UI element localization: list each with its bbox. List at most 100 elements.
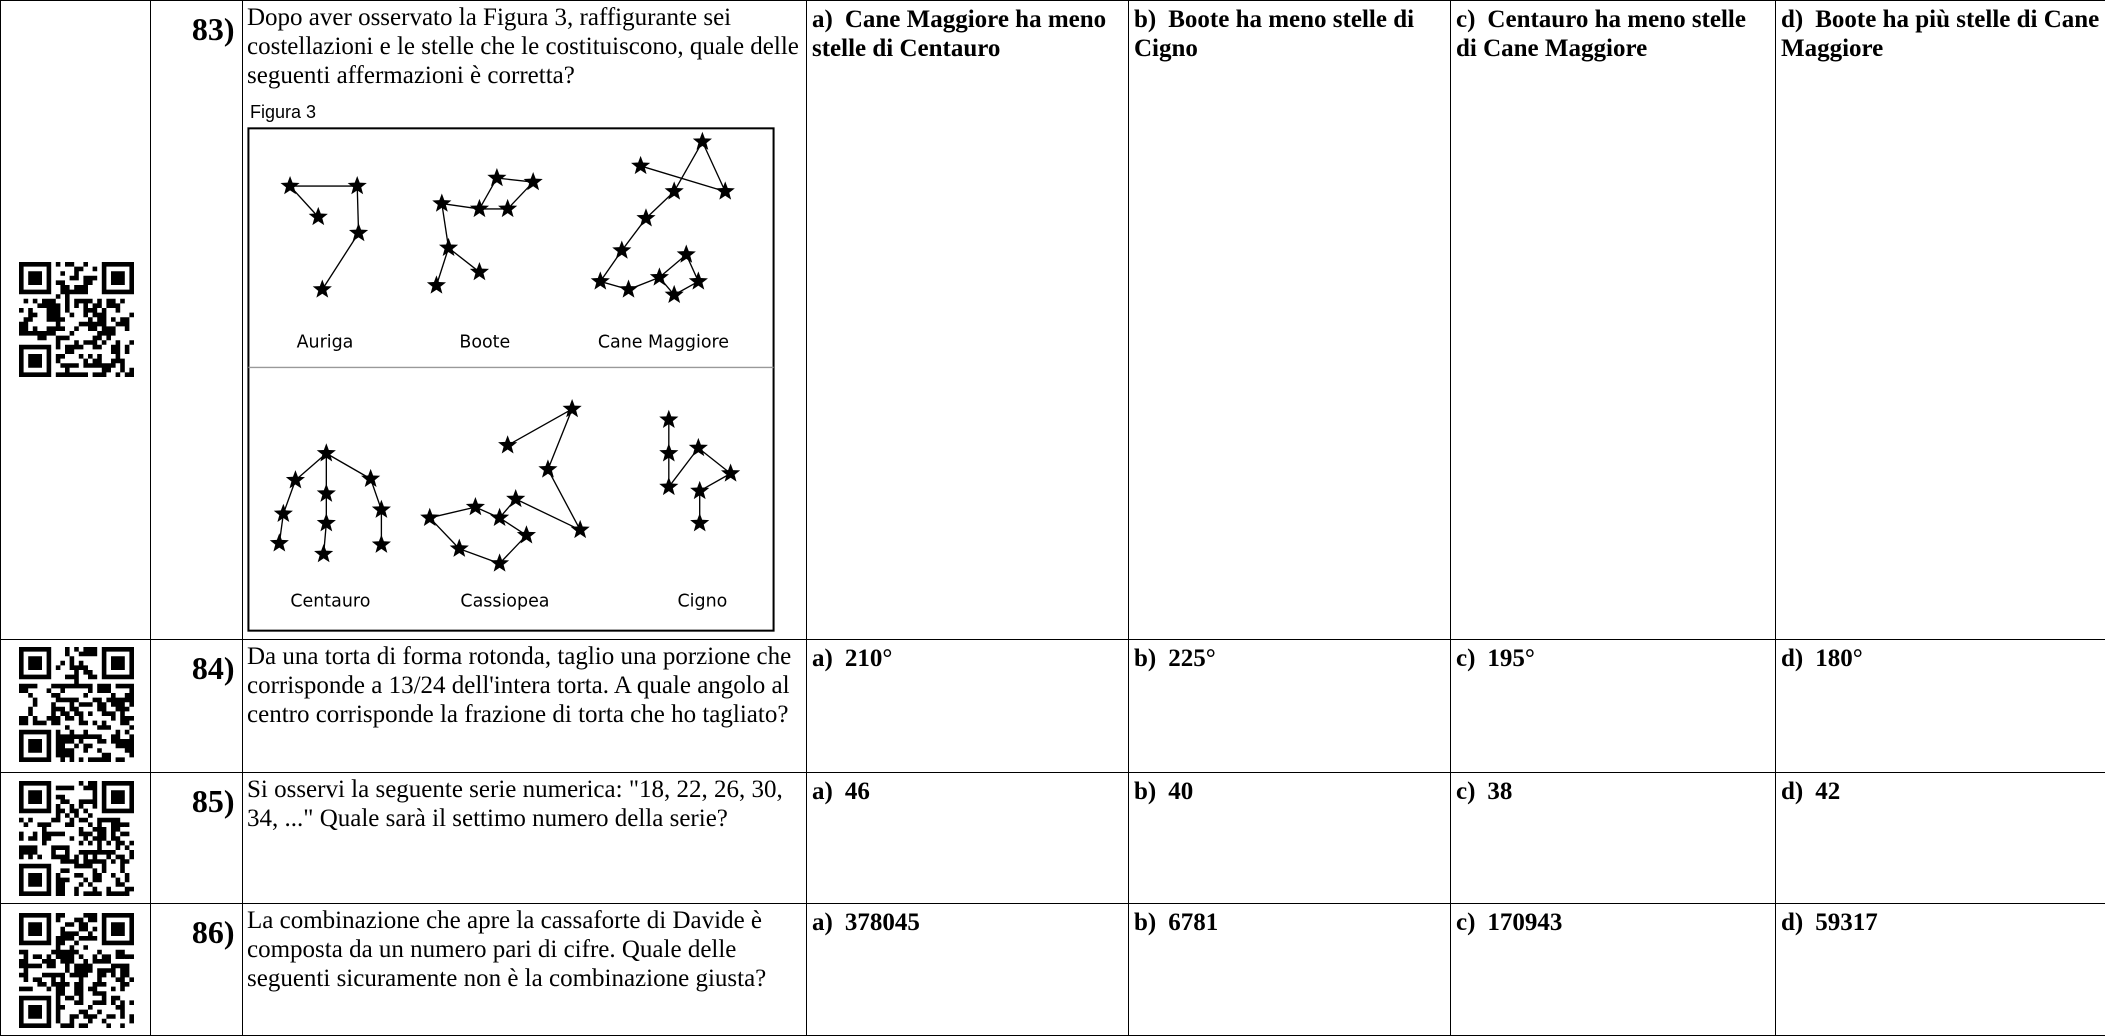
qr-modules (18, 261, 134, 377)
qr-cell (0, 903, 152, 1036)
star (498, 198, 518, 218)
option-letter: b) (1134, 6, 1157, 33)
question-text: Si osservi la seguente serie numerica: "… (242, 772, 808, 905)
star (692, 131, 712, 150)
option-cell: d) 59317 (1775, 903, 2105, 1036)
star (285, 470, 306, 489)
star (449, 538, 469, 557)
constellation-label: Cassiopea (460, 591, 549, 611)
option-text: 42 (1815, 778, 1841, 805)
star (570, 519, 590, 539)
option-cell: a) 46 (806, 772, 1130, 905)
option-cell: a) Cane Maggiore ha meno stelle di Centau… (806, 0, 1130, 641)
star (523, 171, 543, 191)
constellation-line (701, 141, 726, 192)
question-number: 85) (150, 772, 244, 905)
option-letter: c) (1456, 6, 1476, 33)
star (314, 544, 334, 563)
star (316, 443, 336, 462)
constellation-label: Cigno (677, 591, 727, 611)
constellation-line (435, 247, 450, 286)
star (273, 503, 293, 522)
star (659, 443, 679, 462)
option-letter: a) (812, 645, 833, 672)
star (469, 261, 490, 281)
star (316, 513, 336, 532)
option-letter: b) (1134, 909, 1157, 936)
star (347, 176, 367, 195)
star (465, 497, 485, 516)
star (636, 208, 656, 227)
option-cell: d) Boote ha più stelle di Cane Maggiore (1775, 0, 2105, 641)
star (487, 167, 507, 187)
star (420, 507, 440, 526)
constellation-line (441, 203, 450, 248)
constellation-line (448, 247, 480, 273)
figure: Auriga Boote Cane Maggiore Centauro Cass… (247, 127, 775, 632)
option-letter: d) (1781, 909, 1804, 936)
star (659, 409, 679, 428)
star (316, 483, 336, 502)
star (280, 176, 300, 195)
star (690, 513, 710, 532)
option-text: 225° (1168, 645, 1216, 672)
star (506, 488, 526, 508)
star (676, 244, 696, 263)
option-text: 59317 (1815, 909, 1878, 936)
question-number: 83) (150, 0, 244, 641)
constellation-label: Auriga (297, 332, 354, 352)
constellation-line (673, 141, 703, 192)
option-text: 180° (1815, 645, 1863, 672)
qr-code (18, 261, 134, 377)
option-letter: c) (1456, 909, 1476, 936)
star (715, 181, 735, 200)
star (612, 240, 632, 259)
star (371, 499, 391, 518)
constellation-line (294, 452, 327, 481)
option-cell: b) Boote ha meno stelle di Cigno (1128, 0, 1452, 641)
constellation-line (547, 469, 581, 531)
star (664, 284, 684, 304)
option-cell: b) 6781 (1128, 903, 1452, 1036)
star (312, 279, 332, 298)
constellation-label: Cane Maggiore (598, 332, 729, 352)
star (590, 271, 610, 290)
question-number: 84) (150, 639, 244, 774)
constellation-label: Centauro (290, 591, 370, 611)
constellation-line (282, 480, 297, 515)
qr-cell (0, 639, 152, 774)
option-cell: d) 180° (1775, 639, 2105, 774)
star (469, 198, 490, 218)
option-text: 195° (1487, 645, 1535, 672)
option-letter: c) (1456, 645, 1476, 672)
option-cell: b) 40 (1128, 772, 1452, 905)
constellation-line (697, 447, 732, 475)
star (269, 533, 289, 552)
option-text: 40 (1168, 778, 1194, 805)
star (348, 223, 369, 242)
star (432, 193, 452, 212)
star (688, 437, 708, 457)
option-text: Centauro ha meno stelle di Cane Maggiore (1456, 6, 1746, 62)
star (664, 181, 684, 200)
option-text: Boote ha meno stelle di Cigno (1134, 6, 1415, 62)
star (308, 206, 328, 226)
constellations (269, 131, 741, 572)
qr-cell (0, 772, 152, 905)
constellation-line (507, 408, 573, 446)
qr-modules (18, 646, 134, 762)
star (649, 267, 669, 286)
option-text: 170943 (1487, 909, 1563, 936)
star (618, 279, 639, 298)
constellation-line (325, 452, 371, 480)
star (426, 275, 447, 294)
qr-code (18, 780, 134, 896)
figure-title: Figura 3 (250, 102, 317, 122)
option-letter: d) (1781, 778, 1804, 805)
option-text: 210° (844, 645, 893, 672)
star (438, 237, 459, 257)
question-text: La combinazione che apre la cassaforte d… (242, 903, 808, 1036)
option-cell: d) 42 (1775, 772, 2105, 905)
qr-modules (18, 780, 134, 896)
